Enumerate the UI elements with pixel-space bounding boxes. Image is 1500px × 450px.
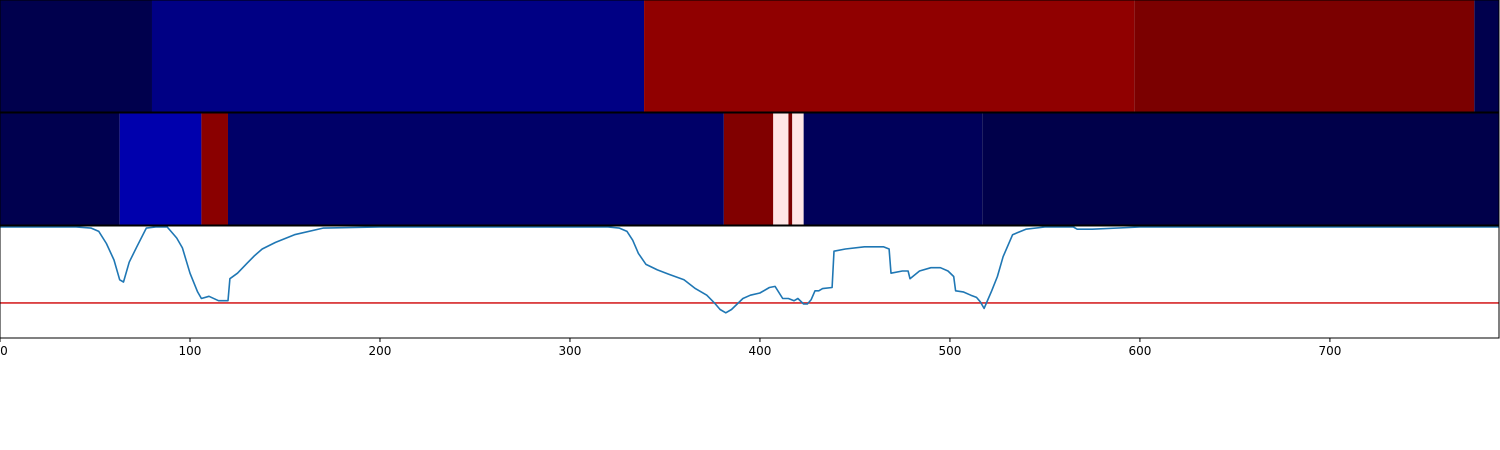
- band-top-segment-1: [151, 0, 645, 112]
- series-line: [0, 226, 1499, 314]
- x-tick-label-7: 700: [1318, 344, 1341, 358]
- band-top-segment-3: [1134, 0, 1475, 112]
- heatmap-band-top: [0, 0, 1499, 112]
- x-tick-label-0: 0: [0, 344, 8, 358]
- x-tick-label-5: 500: [938, 344, 961, 358]
- band-middle-frame: [0, 112, 1500, 226]
- band-middle-segment-1: [119, 113, 202, 225]
- heatmap-band-middle: [0, 113, 1499, 225]
- band-middle-segment-4: [723, 113, 774, 225]
- band-middle-segment-8: [803, 113, 983, 225]
- band-middle-segment-5: [773, 113, 789, 225]
- x-tick-label-1: 100: [179, 344, 202, 358]
- x-axis: 0 100 200 300 400 500 600 700: [0, 338, 1341, 358]
- band-middle-segment-7: [792, 113, 804, 225]
- x-tick-label-3: 300: [559, 344, 582, 358]
- x-tick-label-4: 400: [748, 344, 771, 358]
- x-tick-label-6: 600: [1128, 344, 1151, 358]
- line-panel: [0, 226, 1499, 314]
- band-top-segment-2: [644, 0, 1135, 112]
- line-panel-frame: [0, 225, 1500, 339]
- x-tick-label-2: 200: [369, 344, 392, 358]
- band-middle-segment-0: [0, 113, 120, 225]
- band-top-frame: [0, 0, 1500, 113]
- band-top-segment-4: [1474, 0, 1499, 112]
- band-middle-segment-6: [788, 113, 793, 225]
- band-middle-segment-9: [982, 113, 1499, 225]
- band-middle-segment-2: [201, 113, 228, 225]
- band-top-segment-0: [0, 0, 152, 112]
- band-middle-segment-3: [227, 113, 724, 225]
